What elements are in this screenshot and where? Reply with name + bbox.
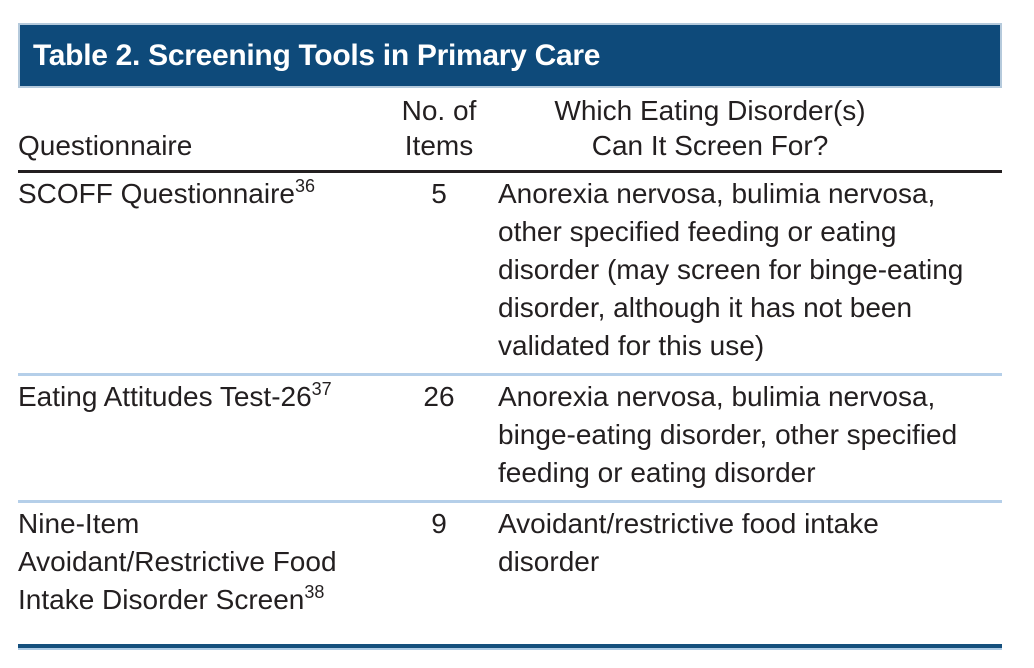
cell-item-count: 9 (380, 505, 498, 619)
column-header-screens-for-line1: Which Eating Disorder(s) (554, 95, 866, 126)
item-count: 5 (431, 178, 447, 209)
column-header-questionnaire: Questionnaire (18, 128, 380, 163)
column-header-items-line1: No. of (401, 95, 477, 126)
cell-questionnaire: Nine-Item Avoidant/Restrictive Food Inta… (18, 505, 380, 619)
questionnaire-name: Eating Attitudes Test-26 (18, 381, 312, 412)
screens-for-text: Anorexia nervosa, bulimia nervosa, binge… (498, 381, 958, 488)
column-header-items-line2: Items (404, 130, 474, 161)
cell-screens-for: Anorexia nervosa, bulimia nervosa, other… (498, 175, 1002, 365)
cell-item-count: 26 (380, 378, 498, 492)
cell-screens-for: Anorexia nervosa, bulimia nervosa, binge… (498, 378, 1002, 492)
table-bottom-rule (18, 644, 1002, 650)
reference-superscript: 36 (295, 176, 316, 196)
column-header-questionnaire-label: Questionnaire (18, 130, 193, 161)
column-header-screens-for-line2: Can It Screen For? (591, 130, 829, 161)
cell-questionnaire: SCOFF Questionnaire36 (18, 175, 380, 365)
reference-superscript: 38 (304, 582, 325, 602)
cell-screens-for: Avoidant/restrictive food intake disorde… (498, 505, 1002, 619)
questionnaire-name: SCOFF Questionnaire (18, 178, 295, 209)
cell-questionnaire: Eating Attitudes Test-2637 (18, 378, 380, 492)
column-header-screens-for: Which Eating Disorder(s) Can It Screen F… (498, 93, 1002, 163)
cell-item-count: 5 (380, 175, 498, 365)
reference-superscript: 37 (311, 379, 332, 399)
table-row-scoff: SCOFF Questionnaire36 5 Anorexia nervosa… (18, 173, 1002, 376)
table-row-eat26: Eating Attitudes Test-2637 26 Anorexia n… (18, 376, 1002, 503)
table-title: Table 2. Screening Tools in Primary Care (33, 38, 601, 72)
questionnaire-name: Nine-Item Avoidant/Restrictive Food Inta… (18, 508, 337, 615)
table-row-nias: Nine-Item Avoidant/Restrictive Food Inta… (18, 503, 1002, 627)
item-count: 26 (423, 381, 455, 412)
table-body: SCOFF Questionnaire36 5 Anorexia nervosa… (18, 173, 1002, 627)
table-title-bar: Table 2. Screening Tools in Primary Care (18, 23, 1002, 88)
column-header-items: No. of Items (380, 93, 498, 163)
screens-for-text: Avoidant/restrictive food intake disorde… (498, 508, 879, 577)
table-header-row: Questionnaire No. of Items Which Eating … (18, 88, 1002, 173)
screens-for-text: Anorexia nervosa, bulimia nervosa, other… (498, 178, 964, 361)
item-count: 9 (431, 508, 447, 539)
